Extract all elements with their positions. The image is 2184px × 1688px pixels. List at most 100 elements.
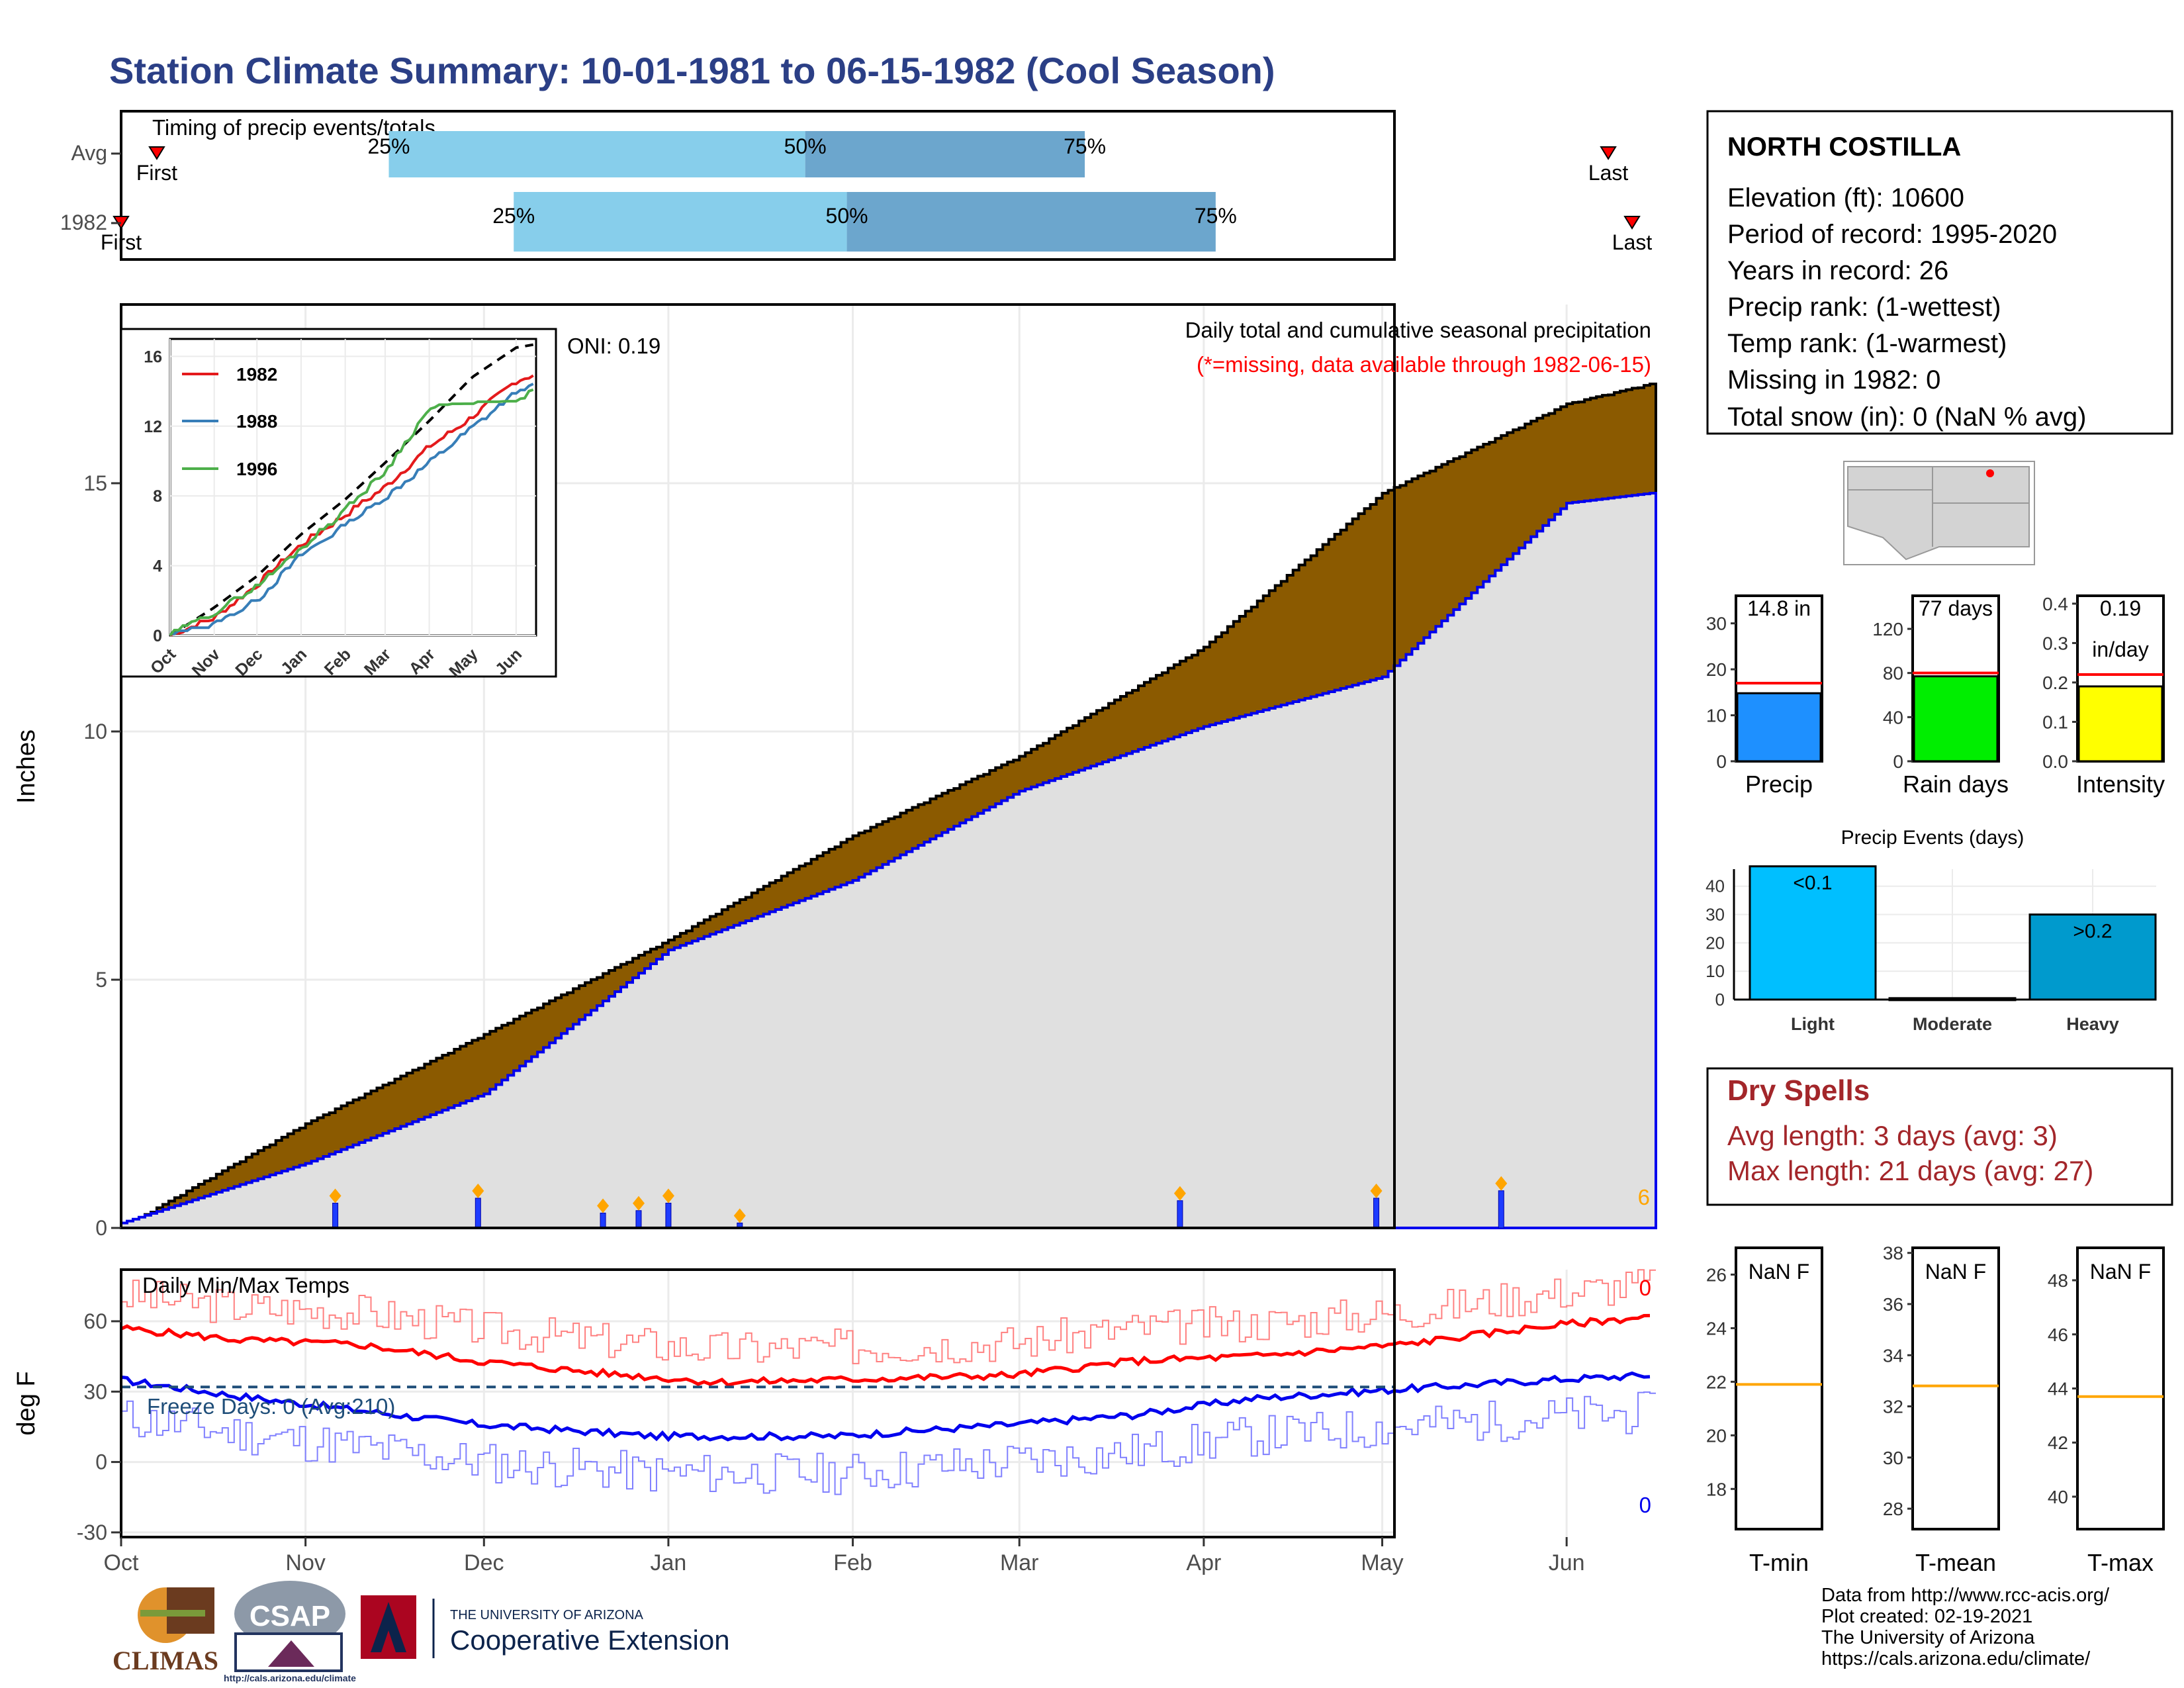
temp-chart-title: Daily Min/Max Temps — [142, 1273, 349, 1297]
csap-logo: CSAP http://cals.arizona.edu/climate — [224, 1581, 356, 1683]
temp-y-label: deg F — [13, 1371, 40, 1435]
tmin-daily-line — [121, 1391, 1656, 1495]
climas-wordmark: CLIMAS — [113, 1646, 218, 1675]
timing-box-upper-0 — [805, 131, 1085, 177]
daily-precip-diamond-1 — [472, 1184, 484, 1198]
precip-ytick-2: 10 — [83, 720, 107, 743]
timing-box-lower-1 — [514, 192, 847, 252]
inset-1982-line — [169, 374, 534, 637]
csap-url: http://cals.arizona.edu/climate — [224, 1673, 356, 1683]
info-temp-rank: Temp rank: (1-warmest) — [1727, 329, 2007, 358]
timing-last-marker-1 — [1623, 216, 1641, 230]
summary-tick-0-0: 0 — [1716, 751, 1727, 772]
inset-1996-line — [169, 388, 534, 637]
csap-cloud-shape — [234, 1581, 345, 1647]
summary-tick-2-3: 0.3 — [2042, 633, 2068, 653]
events-tick-1: 10 — [1706, 961, 1725, 981]
ua-a-letter-shape — [371, 1602, 406, 1652]
temp-bar-frame-2 — [2076, 1246, 2165, 1530]
summary-bars: 0 10 20 30 14.8 in Precip 0 40 80 120 77 days Rain … — [1706, 594, 2165, 798]
timing-last-marker-0 — [1600, 146, 1617, 160]
summary-tick-1-3: 120 — [1872, 619, 1903, 639]
precip-y-ticks: 0 5 10 15 — [83, 471, 121, 1240]
precip-events-title: Precip Events (days) — [1841, 827, 2025, 849]
month-label-5: Mar — [1000, 1550, 1039, 1575]
timing-box-upper-1 — [846, 192, 1216, 252]
events-category-1: Moderate — [1913, 1014, 1992, 1034]
temp-bar-tick-0-3: 24 — [1706, 1318, 1727, 1338]
tmin-count-label: 0 — [1639, 1493, 1651, 1517]
credits: Data from http://www.rcc-acis.org/ Plot … — [1821, 1585, 2110, 1669]
temp-bar-value-1: NaN F — [1925, 1260, 1986, 1284]
credit-university: The University of Arizona — [1821, 1627, 2035, 1648]
temp-bar-value-0: NaN F — [1749, 1260, 1809, 1284]
tmax-daily-line — [121, 1269, 1656, 1364]
locator-map — [1843, 461, 2035, 565]
precip-ytick-0: 0 — [95, 1216, 107, 1240]
summary-tick-2-0: 0.0 — [2042, 751, 2068, 772]
temp-bar-tick-1-5: 38 — [1883, 1243, 1903, 1264]
info-missing: Missing in 1982: 0 — [1727, 365, 1940, 395]
temp-bar-label-1: T-mean — [1915, 1549, 1996, 1576]
station-info-frame — [1706, 110, 2173, 435]
temp-ytick-3: 60 — [83, 1309, 107, 1333]
precip-missing-note: (*=missing, data available through 1982-… — [1197, 352, 1651, 377]
temp-bar-label-0: T-min — [1749, 1549, 1809, 1576]
summary-tick-0-3: 30 — [1706, 614, 1727, 634]
info-precip-rank: Precip rank: (1-wettest) — [1727, 293, 2001, 322]
summary-value2-2: in/day — [2092, 637, 2148, 661]
temp-y-ticks: -30 0 30 60 — [77, 1309, 121, 1544]
tmax-count-label: 0 — [1639, 1276, 1651, 1300]
month-label-4: Feb — [833, 1550, 872, 1575]
month-axis: Oct Nov Dec Jan Feb Mar Apr May Jun — [104, 1537, 1585, 1575]
station-info-box: NORTH COSTILLA Elevation (ft): 10600 Per… — [1706, 110, 2173, 435]
temp-bar-tick-2-3: 46 — [2048, 1325, 2068, 1345]
summary-tick-2-1: 0.1 — [2042, 712, 2068, 732]
page-title: Station Climate Summary: 10-01-1981 to 0… — [109, 50, 1275, 91]
daily-precip-bar-8 — [1498, 1190, 1504, 1229]
summary-value-0: 14.8 in — [1747, 596, 1811, 620]
inset-1988-line — [170, 383, 534, 635]
info-period: Period of record: 1995-2020 — [1727, 220, 2057, 249]
credit-data-source: Data from http://www.rcc-acis.org/ — [1821, 1585, 2110, 1606]
precip-plot-frame — [120, 303, 1396, 1229]
temp-bar-tick-1-1: 30 — [1883, 1448, 1903, 1468]
inset-avg-line — [169, 343, 534, 637]
temp-bar-frame-0 — [1735, 1246, 1823, 1530]
temp-summary-bars: 18 20 22 24 26 NaN F T-min 28 30 32 34 36 38 NaN F T-m… — [1706, 1243, 2165, 1576]
daily-precip-bar-0 — [332, 1203, 339, 1229]
timing-box-lower-0 — [388, 131, 805, 177]
timing-row-label-avg: Avg — [71, 141, 107, 165]
temp-ytick-0: -30 — [77, 1521, 107, 1544]
precip-chart: 0 5 10 15 Inches Daily total and cumulative… — [13, 303, 1657, 1240]
summary-label-1: Rain days — [1903, 771, 2009, 798]
month-label-0: Oct — [104, 1550, 139, 1575]
daily-precip-bar-1 — [475, 1197, 481, 1229]
info-years: Years in record: 26 — [1727, 256, 1948, 285]
info-snow: Total snow (in): 0 (NaN % avg) — [1727, 402, 2086, 432]
summary-tick-2-4: 0.4 — [2042, 594, 2068, 614]
station-location-marker — [1986, 469, 1994, 477]
timing-q25-label-0: 25% — [367, 134, 410, 158]
timing-q50-label-0: 50% — [784, 134, 827, 158]
temp-bar-tick-2-2: 44 — [2048, 1379, 2068, 1399]
temp-bar-tick-1-2: 32 — [1883, 1397, 1903, 1417]
temp-bar-tick-0-4: 26 — [1706, 1264, 1727, 1285]
summary-bar-0 — [1736, 692, 1822, 763]
dry-spells-avg: Avg length: 3 days (avg: 3) — [1727, 1120, 2058, 1151]
cumulative-avg-area — [120, 492, 1657, 1229]
month-label-2: Dec — [464, 1550, 504, 1575]
temp-plot-bg — [121, 1270, 1394, 1537]
summary-tick-0-1: 10 — [1706, 706, 1727, 726]
inset-legend-1996: 1996 — [236, 459, 277, 479]
station-name: NORTH COSTILLA — [1727, 132, 1961, 162]
timing-q50-label-1: 50% — [826, 204, 868, 228]
events-tick-2: 20 — [1706, 933, 1725, 953]
csap-mountain-shape — [268, 1640, 314, 1667]
inset-ytick-1: 4 — [153, 557, 162, 576]
summary-tick-2-2: 0.2 — [2042, 673, 2068, 693]
timing-row-label-1982: 1982 — [60, 211, 107, 234]
summary-tick-1-1: 40 — [1883, 707, 1903, 727]
temp-bar-tick-2-4: 48 — [2048, 1270, 2068, 1291]
timing-q75-label-1: 75% — [1195, 204, 1237, 228]
